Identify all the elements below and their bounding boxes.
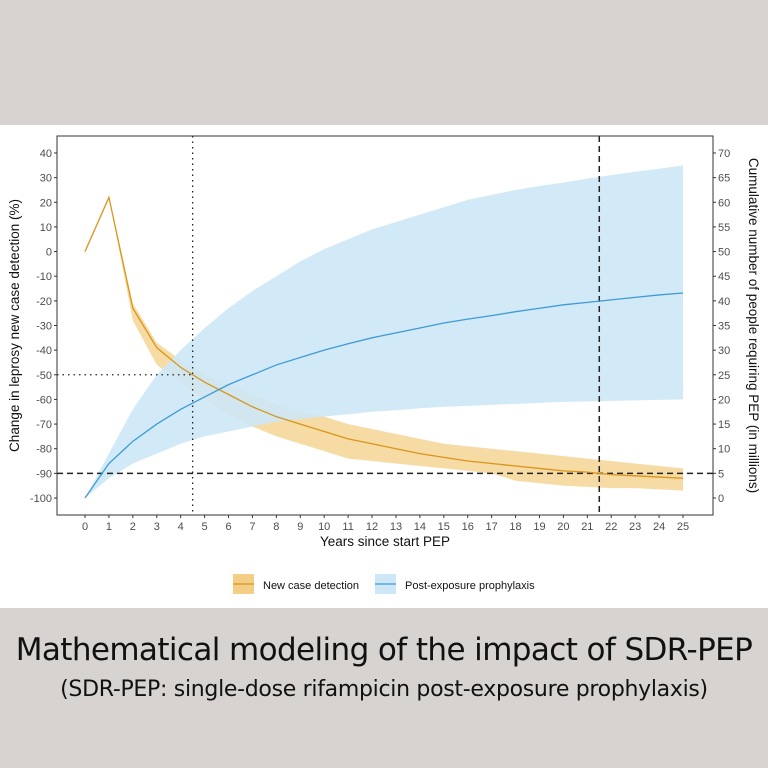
y-left-tick-label: -80: [36, 444, 52, 456]
x-tick-label: 10: [318, 521, 330, 533]
y-right-tick-label: 20: [718, 394, 730, 406]
caption-subtitle: (SDR-PEP: single-dose rifampicin post-ex…: [60, 677, 708, 702]
y-right-tick-label: 50: [718, 247, 730, 259]
x-tick-label: 24: [653, 521, 665, 533]
chart-panel: 40 30 20 10 0 -10 -20 -30 -40 -50 -60 -70 -80 -90 -100…: [0, 125, 768, 608]
x-tick-label: 5: [202, 521, 208, 533]
x-tick-label: 22: [605, 521, 617, 533]
y-left-tick-label: -90: [36, 468, 52, 480]
x-tick-label: 23: [629, 521, 641, 533]
x-tick-label: 7: [249, 521, 255, 533]
x-tick-label: 9: [297, 521, 303, 533]
band-pep: [85, 165, 683, 499]
x-axis-label: Years since start PEP: [320, 534, 450, 549]
y-right-tick-label: 60: [718, 197, 730, 209]
y-right-tick-label: 65: [718, 173, 730, 185]
y-left-tick-label: 20: [40, 197, 52, 209]
x-tick-label: 11: [342, 521, 353, 533]
series-line-pep: [84, 292, 684, 499]
y-right-tick-label: 30: [718, 345, 730, 357]
y-left-tick-label: -20: [36, 296, 52, 308]
x-tick-label: 14: [414, 521, 426, 533]
y-right-tick-label: 35: [718, 321, 730, 333]
x-tick-label: 0: [82, 521, 88, 533]
x-tick-label: 18: [509, 521, 521, 533]
band-new-case-detection: [85, 197, 683, 491]
y-right-tick-label: 40: [718, 296, 730, 308]
y-right-tick-label: 0: [718, 493, 724, 505]
y-left-axis-label: Change in leprosy new case detection (%): [7, 199, 22, 452]
y-left-tick-label: -30: [36, 321, 52, 333]
y-left-tick-label: 40: [40, 148, 52, 160]
x-tick-label: 3: [154, 521, 160, 533]
y-left-tick-label: 30: [40, 173, 52, 185]
y-left-tick-label: -100: [30, 493, 52, 505]
x-tick-label: 20: [557, 521, 569, 533]
y-right-tick-label: 15: [718, 419, 730, 431]
x-tick-label: 16: [462, 521, 474, 533]
y-left-tick-label: -60: [36, 394, 52, 406]
x-tick-label: 1: [106, 521, 112, 533]
y-right-tick-label: 45: [718, 271, 730, 283]
x-tick-label: 21: [581, 521, 593, 533]
x-tick-label: 2: [130, 521, 136, 533]
x-tick-label: 6: [225, 521, 231, 533]
y-left-tick-label: -10: [36, 271, 52, 283]
y-left-tick-label: 10: [40, 222, 52, 234]
x-tick-label: 15: [438, 521, 450, 533]
x-tick-label: 17: [486, 521, 498, 533]
x-tick-label: 25: [677, 521, 689, 533]
series-line-new-case-detection: [84, 195, 684, 479]
y-right-tick-label: 10: [718, 444, 730, 456]
y-left-tick-label: -50: [36, 370, 52, 382]
legend-label: New case detection: [263, 580, 359, 592]
x-tick-label: 8: [273, 521, 279, 533]
legend-label: Post-exposure prophylaxis: [405, 580, 535, 592]
y-right-tick-label: 70: [718, 148, 730, 160]
chart: 403020100-10-20-30-40-50-60-70-80-90-100…: [7, 135, 761, 594]
y-left-tick-label: -40: [36, 345, 52, 357]
y-left-tick-label: 0: [46, 247, 52, 259]
y-right-tick-label: 55: [718, 222, 730, 234]
y-right-axis-label: Cumulative number of people requiring PE…: [746, 158, 761, 493]
y-left-tick-label: -70: [36, 419, 52, 431]
x-tick-label: 12: [366, 521, 378, 533]
x-tick-label: 13: [390, 521, 402, 533]
caption-title: Mathematical modeling of the impact of S…: [15, 632, 753, 668]
x-tick-label: 19: [533, 521, 545, 533]
y-right-tick-label: 5: [718, 468, 724, 480]
y-right-tick-label: 25: [718, 370, 730, 382]
x-tick-label: 4: [178, 521, 184, 533]
